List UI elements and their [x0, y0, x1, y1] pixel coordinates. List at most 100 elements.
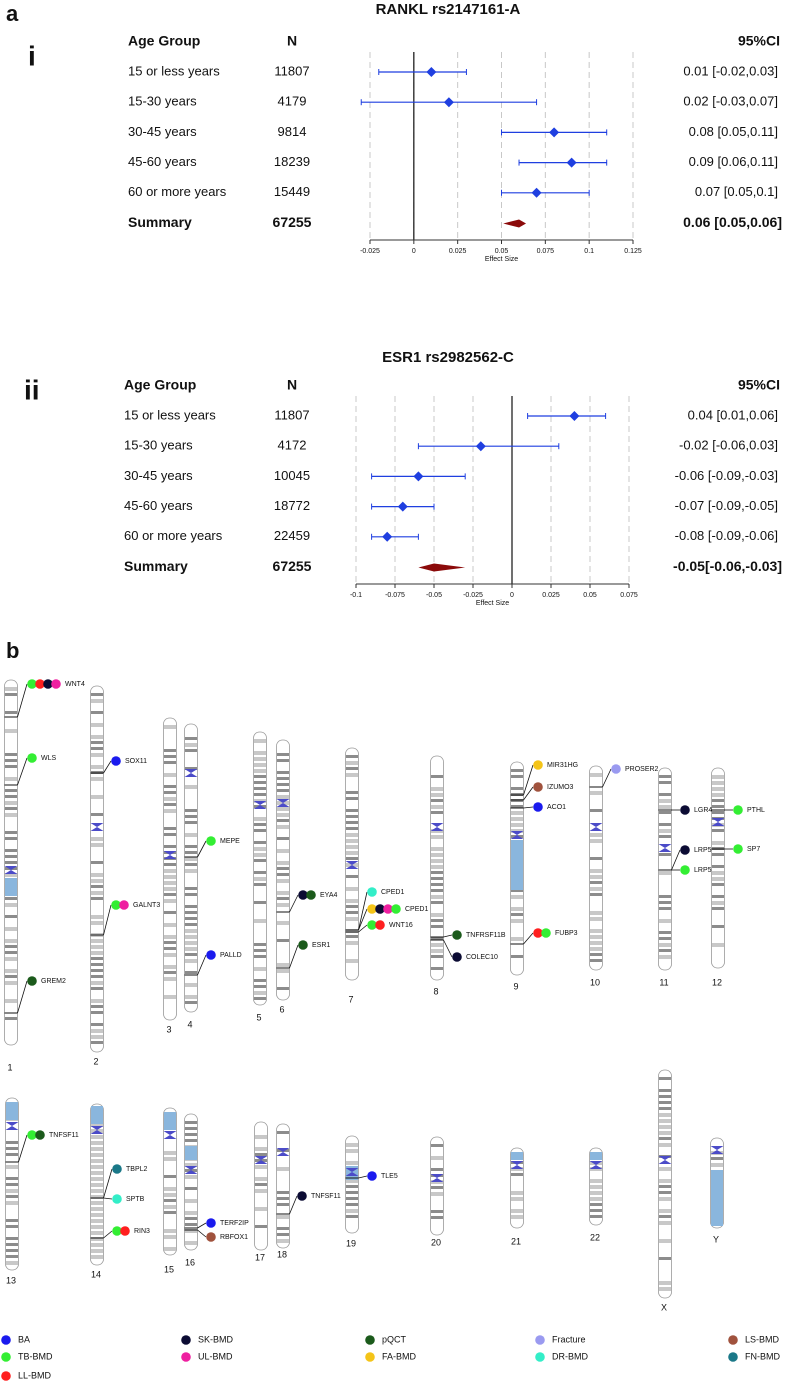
- trait-marker: [206, 950, 216, 960]
- chromosome: [90, 685, 104, 1053]
- chromosome-band: [6, 1225, 18, 1228]
- gene-connector: [523, 806, 534, 809]
- chromosome-band: [254, 943, 266, 946]
- chromosome-band: [164, 941, 176, 944]
- gene-connector: [197, 1229, 207, 1238]
- chromosome-band: [91, 1005, 103, 1008]
- chromosome-band: [659, 907, 671, 910]
- chromosome-band: [511, 895, 523, 899]
- trait-marker: [43, 679, 53, 689]
- chromosome-band: [5, 975, 17, 978]
- chromosome-band: [431, 901, 443, 904]
- point-estimate: [549, 127, 560, 138]
- chromosome-band: [712, 925, 724, 928]
- chromosome-band: [277, 873, 289, 876]
- chromosome-band: [277, 939, 289, 942]
- chromosome-band: [254, 853, 266, 857]
- chromosome-band: [91, 1189, 103, 1193]
- gene-label: SOX11: [125, 758, 147, 765]
- chromosome-band: [590, 947, 602, 951]
- chromosome-band: [91, 699, 103, 703]
- chromosome-band: [164, 803, 176, 806]
- chromosome-band: [164, 995, 176, 999]
- centromere: [430, 1174, 444, 1182]
- chromosome-band: [659, 1143, 671, 1147]
- row-n: 22459: [274, 528, 310, 543]
- chromosome-band: [91, 1165, 103, 1169]
- chromosome-band: [590, 1203, 602, 1206]
- chromosome-band: [91, 1177, 103, 1181]
- chromosome-band: [91, 1255, 103, 1259]
- trait-marker: [35, 1130, 45, 1140]
- gene-label: IZUMO3: [547, 784, 574, 791]
- gene-connector: [17, 980, 28, 1014]
- chromosome-band: [5, 687, 17, 691]
- chromosome-band: [91, 1159, 103, 1163]
- chromosome-band: [185, 905, 197, 908]
- chromosome-band: [185, 1223, 197, 1226]
- chromosome-band: [277, 819, 289, 822]
- chromosome-band: [164, 935, 176, 939]
- chromosome-band: [255, 1147, 267, 1151]
- chromosome-band: [431, 835, 443, 839]
- chromosome-band: [346, 761, 358, 765]
- row-n: 4179: [278, 94, 307, 109]
- chromosome-band: [5, 837, 17, 840]
- chromosome-band: [431, 943, 443, 947]
- chromosome-band: [185, 1229, 197, 1233]
- chromosome-band: [91, 1219, 103, 1223]
- chromosome-band: [511, 787, 523, 790]
- chromosome-band: [5, 693, 17, 696]
- heterochromatin: [6, 1102, 18, 1120]
- chromosome-band: [91, 753, 103, 757]
- chromosome: [345, 1135, 359, 1234]
- chromosome-band: [5, 807, 17, 810]
- chromosome-band: [590, 839, 602, 843]
- chromosome-band: [255, 1189, 267, 1193]
- chromosome-band: [659, 1281, 671, 1285]
- chromosome-band: [277, 987, 289, 990]
- gene-connector: [18, 1134, 28, 1163]
- chromosome-label: 4: [187, 1019, 192, 1029]
- chromosome-band: [712, 853, 724, 856]
- gene-connector: [289, 1195, 298, 1215]
- chromosome-band: [346, 821, 358, 824]
- chromosome-band: [431, 1186, 443, 1189]
- x-axis-label: Effect Size: [485, 256, 518, 263]
- chromosome-band: [659, 799, 671, 803]
- chromosome-band: [659, 1287, 671, 1291]
- chromosome-band: [659, 835, 671, 838]
- trait-marker: [119, 900, 129, 910]
- gene-connector: [103, 1197, 113, 1200]
- gene-label: WNT4: [65, 681, 85, 688]
- summary-ci-label: -0.05[-0.06,-0.03]: [673, 558, 782, 574]
- chromosome-band: [164, 911, 176, 914]
- heterochromatin: [511, 1152, 523, 1160]
- chromosome-band: [91, 957, 103, 960]
- chromosome-band: [164, 1247, 176, 1251]
- chromosome-band: [164, 725, 176, 729]
- column-header: 95%CI: [738, 33, 780, 49]
- point-estimate: [531, 187, 542, 198]
- chromosome-band: [5, 831, 17, 834]
- chromosome-label: 11: [659, 977, 668, 987]
- chromosome-band: [254, 997, 266, 1000]
- chromosome-band: [659, 1221, 671, 1225]
- gene-label: MEPE: [220, 838, 240, 845]
- chromosome-band: [511, 769, 523, 772]
- chromosome-band: [5, 729, 17, 733]
- chromosome-band: [91, 1237, 103, 1241]
- ci-label: -0.07 [-0.09,-0.05]: [675, 498, 778, 513]
- trait-marker: [680, 845, 690, 855]
- chromosome-band: [712, 805, 724, 808]
- chromosome-band: [91, 1023, 103, 1026]
- chromosome-band: [277, 867, 289, 870]
- chromosome-band: [91, 777, 103, 781]
- chromosome-band: [277, 1227, 289, 1230]
- chromosome-band: [659, 1101, 671, 1104]
- legend-label: LS-BMD: [745, 1334, 780, 1344]
- chromosome-band: [431, 853, 443, 857]
- chromosome-band: [659, 1209, 671, 1213]
- chromosome-band: [185, 941, 197, 945]
- chromosome-band: [277, 807, 289, 811]
